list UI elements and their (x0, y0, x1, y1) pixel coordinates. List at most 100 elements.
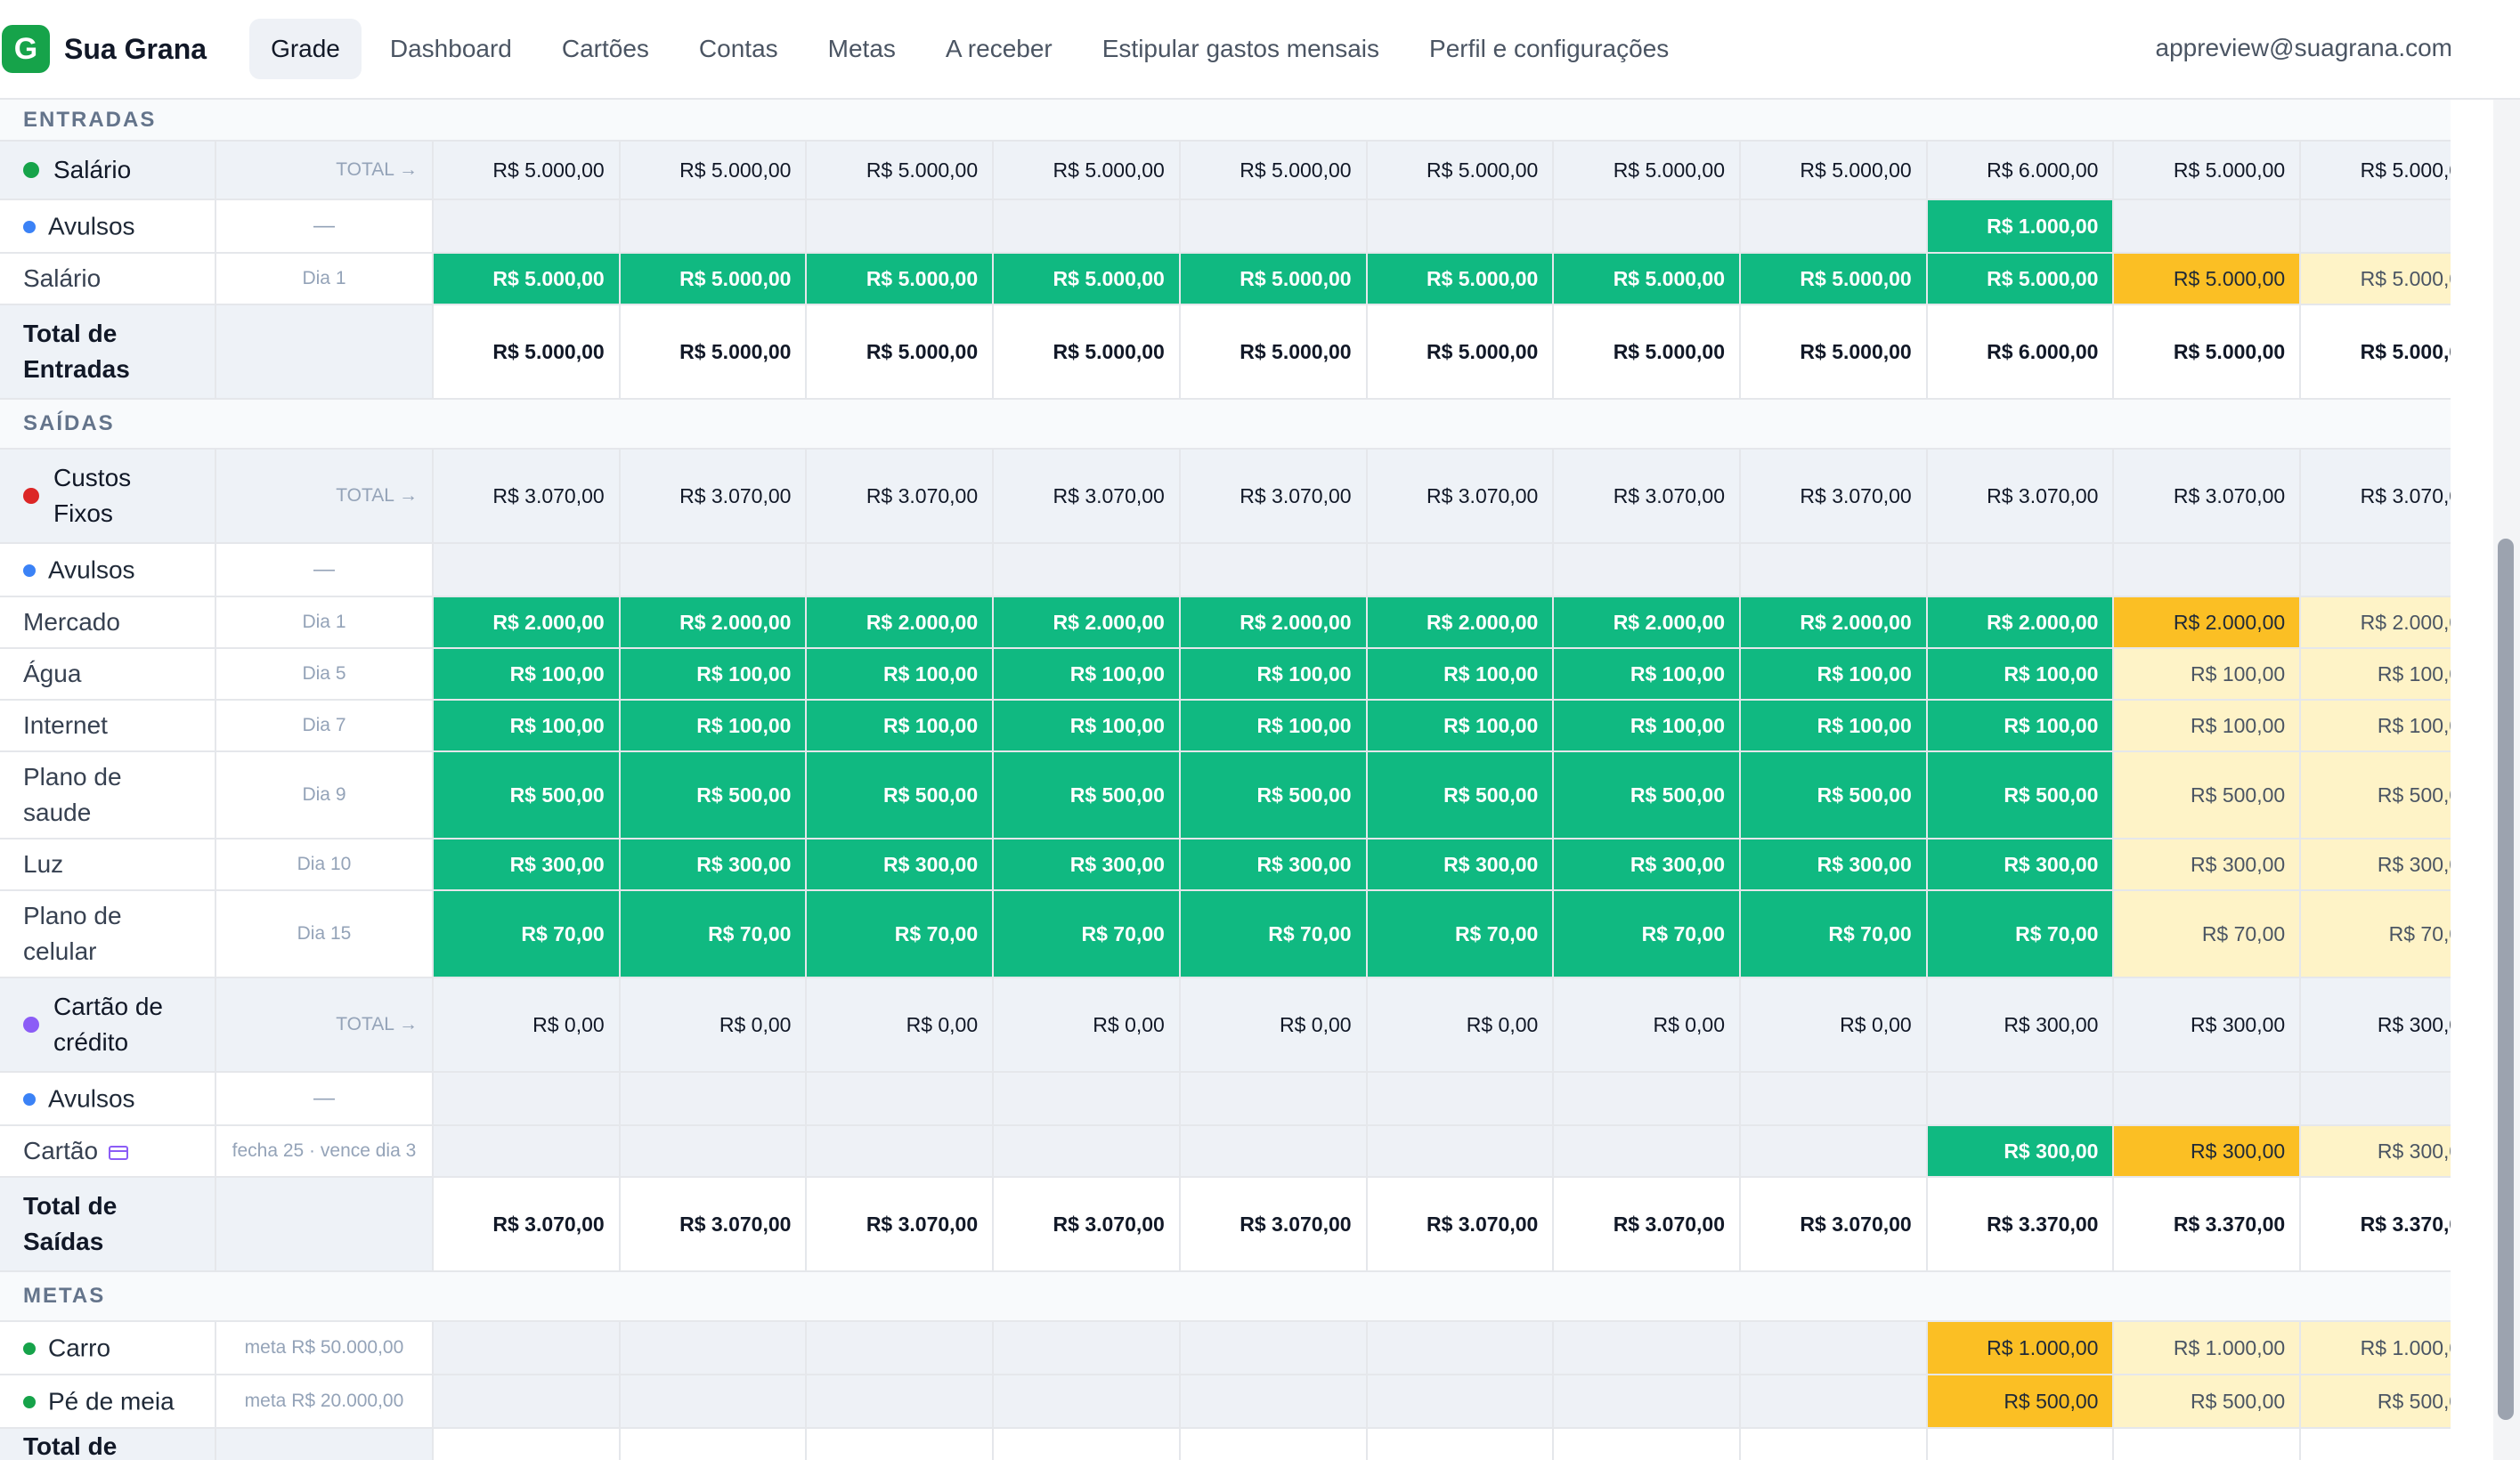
month-value-cell[interactable]: R$ 70,00 (1366, 890, 1555, 978)
nav-item-dashboard[interactable]: Dashboard (389, 35, 512, 62)
nav-item-metas[interactable]: Metas (827, 35, 896, 62)
month-value-cell[interactable]: R$ 100,00 (619, 700, 808, 752)
month-value-cell[interactable]: R$ 5.000,00 (2113, 253, 2302, 305)
month-value-cell[interactable]: R$ 300,00 (2113, 1125, 2302, 1178)
month-value-cell[interactable] (619, 1321, 808, 1375)
month-value-cell[interactable]: R$ 5.000,00 (993, 253, 1181, 305)
month-value-cell[interactable]: R$ 2.000,00 (993, 596, 1181, 649)
month-value-cell[interactable]: R$ 2.000,00 (432, 596, 621, 649)
month-value-cell[interactable]: R$ 70,00 (806, 890, 995, 978)
month-value-cell[interactable] (2300, 199, 2451, 254)
month-value-cell[interactable] (806, 1125, 995, 1178)
month-value-cell[interactable] (2113, 543, 2302, 597)
month-value-cell[interactable]: R$ 100,00 (1926, 700, 2115, 752)
month-value-cell[interactable] (806, 543, 995, 597)
month-value-cell[interactable]: R$ 300,00 (993, 839, 1181, 891)
row-name-cell[interactable]: Avulsos (0, 199, 216, 254)
month-value-cell[interactable]: R$ 100,00 (1179, 700, 1368, 752)
month-value-cell[interactable]: R$ 5.000,00 (1179, 253, 1368, 305)
month-value-cell[interactable]: R$ 300,00 (806, 839, 995, 891)
month-value-cell[interactable]: R$ 100,00 (1926, 648, 2115, 701)
month-value-cell[interactable]: R$ 5.000,00 (2300, 253, 2451, 305)
month-value-cell[interactable] (432, 1375, 621, 1429)
nav-item-a-receber[interactable]: A receber (945, 35, 1053, 62)
row-name-cell[interactable]: Cartão de crédito (0, 977, 216, 1073)
month-value-cell[interactable] (1179, 199, 1368, 254)
month-value-cell[interactable]: R$ 70,00 (1179, 890, 1368, 978)
row-name-cell[interactable]: Custos Fixos (0, 449, 216, 544)
month-value-cell[interactable]: R$ 70,00 (1740, 890, 1928, 978)
month-value-cell[interactable] (619, 1375, 808, 1429)
row-name-cell[interactable]: Água (0, 648, 216, 701)
month-value-cell[interactable]: R$ 500,00 (806, 751, 995, 840)
month-value-cell[interactable]: R$ 500,00 (2300, 751, 2451, 840)
month-value-cell[interactable]: R$ 1.000,00 (2300, 1321, 2451, 1375)
row-name-cell[interactable]: Salário (0, 141, 216, 200)
month-value-cell[interactable]: R$ 500,00 (1926, 1375, 2115, 1429)
month-value-cell[interactable] (806, 1072, 995, 1126)
month-value-cell[interactable]: R$ 100,00 (2113, 648, 2302, 701)
month-value-cell[interactable]: R$ 500,00 (993, 751, 1181, 840)
month-value-cell[interactable] (1179, 543, 1368, 597)
row-name-cell[interactable]: Mercado (0, 596, 216, 649)
row-name-cell[interactable]: Avulsos (0, 543, 216, 597)
month-value-cell[interactable]: R$ 100,00 (432, 648, 621, 701)
month-value-cell[interactable] (1553, 1125, 1742, 1178)
month-value-cell[interactable]: R$ 1.000,00 (1926, 199, 2115, 254)
month-value-cell[interactable] (1366, 1072, 1555, 1126)
month-value-cell[interactable]: R$ 5.000,00 (619, 253, 808, 305)
month-value-cell[interactable] (1366, 1375, 1555, 1429)
month-value-cell[interactable]: R$ 300,00 (432, 839, 621, 891)
month-value-cell[interactable] (1553, 199, 1742, 254)
month-value-cell[interactable]: R$ 500,00 (2300, 1375, 2451, 1429)
month-value-cell[interactable]: R$ 100,00 (619, 648, 808, 701)
month-value-cell[interactable]: R$ 5.000,00 (1926, 253, 2115, 305)
month-value-cell[interactable] (1366, 199, 1555, 254)
month-value-cell[interactable] (806, 1375, 995, 1429)
month-value-cell[interactable] (1179, 1375, 1368, 1429)
month-value-cell[interactable] (2300, 543, 2451, 597)
month-value-cell[interactable] (1366, 543, 1555, 597)
month-value-cell[interactable]: R$ 2.000,00 (1740, 596, 1928, 649)
month-value-cell[interactable]: R$ 300,00 (1366, 839, 1555, 891)
month-value-cell[interactable]: R$ 100,00 (2300, 700, 2451, 752)
nav-item-contas[interactable]: Contas (698, 35, 778, 62)
month-value-cell[interactable] (1553, 1072, 1742, 1126)
nav-item-perfil[interactable]: Perfil e configurações (1429, 35, 1670, 62)
month-value-cell[interactable]: R$ 500,00 (619, 751, 808, 840)
month-value-cell[interactable]: R$ 2.000,00 (1553, 596, 1742, 649)
month-value-cell[interactable]: R$ 300,00 (619, 839, 808, 891)
month-value-cell[interactable] (1553, 543, 1742, 597)
month-value-cell[interactable]: R$ 300,00 (1926, 1125, 2115, 1178)
month-value-cell[interactable] (432, 1125, 621, 1178)
month-value-cell[interactable]: R$ 1.000,00 (1926, 1321, 2115, 1375)
month-value-cell[interactable]: R$ 5.000,00 (806, 253, 995, 305)
month-value-cell[interactable]: R$ 300,00 (1179, 839, 1368, 891)
month-value-cell[interactable] (993, 199, 1181, 254)
month-value-cell[interactable]: R$ 5.000,00 (432, 253, 621, 305)
row-name-cell[interactable]: Plano de celular (0, 890, 216, 978)
month-value-cell[interactable] (993, 1321, 1181, 1375)
month-value-cell[interactable] (432, 1321, 621, 1375)
month-value-cell[interactable]: R$ 300,00 (2113, 839, 2302, 891)
month-value-cell[interactable] (1926, 543, 2115, 597)
user-email[interactable]: appreview@suagrana.com (2155, 34, 2452, 61)
month-value-cell[interactable]: R$ 500,00 (2113, 1375, 2302, 1429)
month-value-cell[interactable] (619, 199, 808, 254)
month-value-cell[interactable]: R$ 500,00 (1179, 751, 1368, 840)
month-value-cell[interactable]: R$ 100,00 (1740, 700, 1928, 752)
scrollbar-thumb[interactable] (2498, 539, 2514, 1420)
month-value-cell[interactable]: R$ 2.000,00 (619, 596, 808, 649)
month-value-cell[interactable]: R$ 100,00 (1740, 648, 1928, 701)
month-value-cell[interactable] (1179, 1072, 1368, 1126)
month-value-cell[interactable] (806, 199, 995, 254)
month-value-cell[interactable] (1740, 199, 1928, 254)
nav-item-estipular-gastos[interactable]: Estipular gastos mensais (1101, 35, 1380, 62)
month-value-cell[interactable]: R$ 100,00 (2113, 700, 2302, 752)
month-value-cell[interactable] (993, 1375, 1181, 1429)
month-value-cell[interactable] (1740, 543, 1928, 597)
month-value-cell[interactable] (1366, 1125, 1555, 1178)
app-logo[interactable]: G Sua Grana (2, 25, 207, 73)
month-value-cell[interactable] (806, 1321, 995, 1375)
month-value-cell[interactable]: R$ 100,00 (1553, 700, 1742, 752)
